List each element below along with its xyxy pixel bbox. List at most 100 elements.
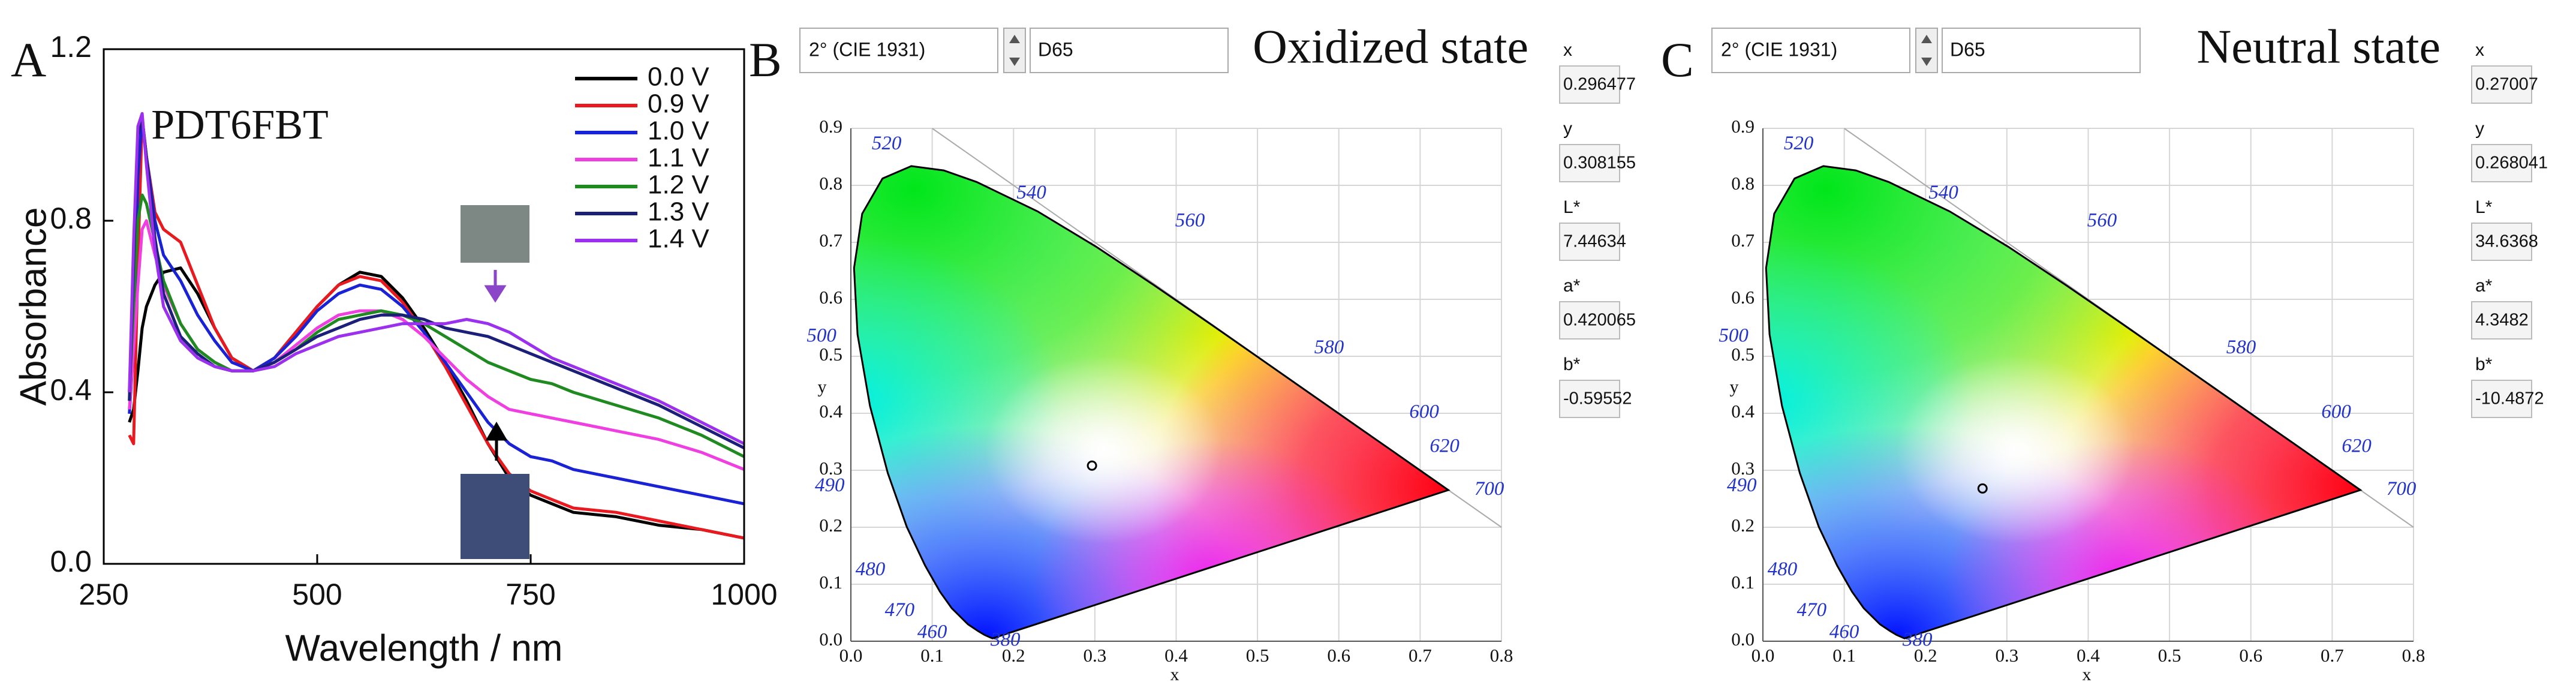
wavelength-label: 490 — [1727, 474, 1757, 496]
readout-label: L* — [2475, 197, 2493, 217]
wavelength-label: 600 — [1409, 401, 1439, 423]
readout-value: -0.59552 — [1563, 389, 1632, 408]
y-tick-label: 0.7 — [1731, 230, 1755, 251]
y-tick-label: 0.1 — [819, 572, 842, 593]
panel-title: Neutral state — [2197, 20, 2440, 73]
x-axis-label: x — [1170, 665, 1179, 684]
color-point — [1977, 483, 1988, 494]
readout-value: 34.6368 — [2475, 232, 2538, 251]
readout-label: a* — [1563, 276, 1581, 296]
readout-label: x — [2475, 40, 2484, 60]
readout-box — [1559, 301, 1620, 340]
wavelength-label: 560 — [2087, 209, 2117, 231]
y-tick-label: 0.5 — [1731, 344, 1755, 365]
y-tick-label: 0.7 — [819, 230, 842, 251]
data-line — [128, 219, 745, 471]
x-axis-label: x — [2083, 665, 2092, 684]
x-tick-label: 250 — [79, 578, 128, 611]
y-tick-label: 0.6 — [819, 287, 842, 308]
cie-panel: B 2° (CIE 1931) D65 Oxidized state x 0.296477… — [749, 20, 1636, 684]
y-tick-label: 0.4 — [1731, 401, 1755, 422]
legend-label: 0.0 V — [648, 62, 709, 92]
x-tick-label: 0.5 — [1246, 645, 1269, 666]
readout-label: a* — [2475, 276, 2493, 296]
y-tick-label: 0.6 — [1731, 287, 1755, 308]
x-tick-label: 0.8 — [2402, 645, 2425, 666]
x-tick-label: 0.5 — [2158, 645, 2181, 666]
y-tick-label: 0.2 — [1731, 515, 1755, 536]
wavelength-label: 560 — [1175, 209, 1205, 231]
illuminant-value: D65 — [1950, 38, 1985, 60]
wavelength-label: 470 — [1797, 599, 1827, 621]
spectral-locus — [1765, 165, 2363, 639]
observer-dropdown — [1711, 28, 1910, 73]
y-tick-label: 0.0 — [1731, 629, 1755, 650]
wavelength-label: 520 — [872, 133, 902, 154]
x-tick-label: 750 — [505, 578, 555, 611]
y-tick-label: 0.8 — [1731, 173, 1755, 194]
readout-box — [1559, 144, 1620, 182]
data-line — [128, 112, 745, 446]
cie-panel: C 2° (CIE 1931) D65 Neutral state x 0.27007 y 0… — [1661, 20, 2548, 684]
plot-frame — [103, 48, 745, 565]
wavelength-label: 600 — [2321, 401, 2351, 423]
gamut-color — [854, 166, 1449, 639]
wavelength-label: 460 — [1829, 621, 1859, 642]
readout-value: 4.3482 — [2475, 311, 2529, 330]
readout-label: y — [2475, 119, 2484, 139]
x-tick-label: 0.8 — [1490, 645, 1513, 666]
spectral-locus — [853, 165, 1450, 639]
readout-label: b* — [1563, 354, 1581, 374]
readout-box — [1559, 380, 1620, 418]
x-tick-label: 0.7 — [1409, 645, 1432, 666]
readout-label: x — [1563, 40, 1572, 60]
legend-label: 1.3 V — [648, 197, 709, 227]
x-tick-label: 0.6 — [1327, 645, 1350, 666]
y-tick-label: 0.2 — [819, 515, 842, 536]
wavelength-label: 500 — [806, 325, 836, 346]
x-tick-label: 0.1 — [920, 645, 944, 666]
readout-value: 0.420065 — [1563, 311, 1636, 330]
readout-box — [2471, 301, 2532, 340]
y-tick-label: 0.1 — [1731, 572, 1755, 593]
x-tick-label: 500 — [292, 578, 342, 611]
chart-title: PDT6FBT — [151, 102, 329, 148]
wavelength-label: 620 — [1430, 435, 1459, 457]
wavelength-label: 700 — [2387, 478, 2416, 500]
readout-label: b* — [2475, 354, 2493, 374]
wavelength-label: 700 — [1474, 478, 1504, 500]
x-tick-label: 0.4 — [1164, 645, 1188, 666]
wavelength-label: 540 — [1928, 182, 1958, 203]
y-tick-label: 0.9 — [1731, 116, 1755, 137]
wavelength-label: 480 — [1768, 558, 1798, 580]
panel-label: B — [749, 32, 782, 87]
readout-value: 0.27007 — [2475, 75, 2538, 94]
spinner-arrows — [1921, 35, 1932, 66]
y-tick-label: 0.0 — [819, 629, 842, 650]
color-point — [1087, 460, 1097, 471]
y-tick-label: 0.3 — [819, 458, 842, 479]
wavelength-label: 380 — [1902, 629, 1933, 651]
x-tick-label: 1000 — [711, 578, 777, 611]
wavelength-label: 490 — [815, 474, 845, 496]
wavelength-label: 580 — [1314, 337, 1344, 358]
x-tick-label: 0.0 — [839, 645, 863, 666]
y-tick-label: 0.4 — [50, 373, 92, 407]
illuminant-box — [1942, 28, 2141, 73]
y-tick-label: 0.8 — [50, 202, 92, 235]
panel-label: C — [1661, 32, 1694, 87]
wavelength-label: 520 — [1784, 133, 1814, 154]
x-tick-label: 0.0 — [1752, 645, 1775, 666]
x-tick-label: 0.6 — [2239, 645, 2262, 666]
y-tick-label: 0.3 — [1731, 458, 1755, 479]
wavelength-label: 470 — [885, 599, 915, 621]
y-tick-label: 1.2 — [50, 30, 92, 64]
observer-dropdown — [799, 28, 998, 73]
readout-value: 0.296477 — [1563, 75, 1636, 94]
x-tick-label: 0.4 — [2077, 645, 2100, 666]
legend-label: 0.9 V — [648, 89, 709, 119]
wavelength-label: 380 — [990, 629, 1021, 651]
film-oxidized — [461, 205, 529, 263]
x-tick-label: 0.2 — [1002, 645, 1025, 666]
